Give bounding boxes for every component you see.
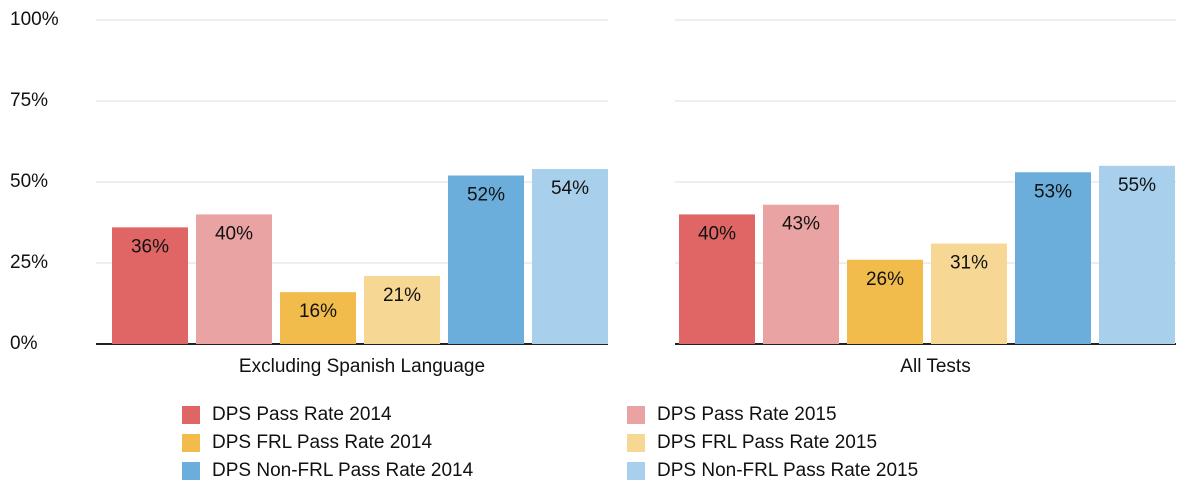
data-label: 21%: [383, 285, 421, 306]
y-tick-label: 25%: [10, 252, 48, 273]
bar: [1099, 165, 1175, 344]
legend-label: DPS FRL Pass Rate 2014: [212, 432, 432, 453]
bar: [532, 169, 608, 344]
data-label: 52%: [467, 185, 505, 206]
data-label: 36%: [131, 236, 169, 257]
data-label: 53%: [1034, 181, 1072, 202]
bar: [931, 243, 1007, 344]
legend-swatch: [627, 462, 645, 480]
bar: [196, 214, 272, 344]
x-tick-label: Excluding Spanish Language: [239, 356, 485, 377]
data-label: 26%: [866, 269, 904, 290]
bar: [448, 175, 524, 344]
bar: [1015, 172, 1091, 344]
y-tick-label: 0%: [10, 333, 38, 354]
legend-label: DPS Pass Rate 2015: [657, 404, 837, 425]
legend-label: DPS Non-FRL Pass Rate 2014: [212, 460, 474, 481]
legend-swatch: [627, 406, 645, 424]
bar: [763, 204, 839, 344]
y-tick-label: 100%: [10, 9, 59, 30]
bar: [847, 259, 923, 344]
data-label: 16%: [299, 301, 337, 322]
legend-swatch: [182, 406, 200, 424]
legend-swatch: [627, 434, 645, 452]
legend-label: DPS Pass Rate 2014: [212, 404, 392, 425]
y-tick-label: 50%: [10, 171, 48, 192]
y-tick-label: 75%: [10, 90, 48, 111]
legend-swatch: [182, 462, 200, 480]
legend-label: DPS Non-FRL Pass Rate 2015: [657, 460, 918, 481]
data-label: 43%: [782, 214, 820, 235]
data-label: 40%: [215, 223, 253, 244]
bar: [364, 275, 440, 344]
data-label: 55%: [1118, 175, 1156, 196]
data-label: 54%: [551, 178, 589, 199]
data-label: 40%: [698, 223, 736, 244]
bar: [280, 292, 356, 344]
bar: [112, 227, 188, 344]
data-label: 31%: [950, 253, 988, 274]
bar: [679, 214, 755, 344]
legend-label: DPS FRL Pass Rate 2015: [657, 432, 877, 453]
legend-swatch: [182, 434, 200, 452]
x-tick-label: All Tests: [900, 356, 970, 377]
